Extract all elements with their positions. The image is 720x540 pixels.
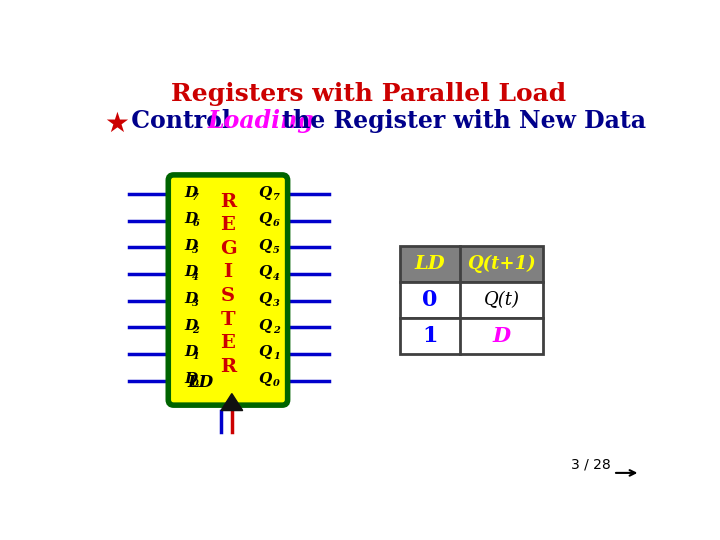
Text: D: D [184,186,198,200]
Text: T: T [220,310,235,328]
Text: Q: Q [258,346,271,359]
Text: Q: Q [258,212,271,226]
Text: 0: 0 [423,289,438,311]
Text: G: G [220,240,236,258]
Text: D: D [184,212,198,226]
Text: Q: Q [258,372,271,386]
Text: 2: 2 [273,326,279,335]
Text: 4: 4 [192,273,199,281]
Text: the Register with New Data: the Register with New Data [274,110,647,133]
Text: 7: 7 [192,193,199,202]
Text: Q: Q [258,186,271,200]
Text: Q: Q [258,239,271,253]
Text: Q: Q [258,319,271,333]
Text: Loading: Loading [208,110,315,133]
Text: D: D [184,239,198,253]
Text: 3 / 28: 3 / 28 [571,457,611,471]
Text: Control: Control [122,110,238,133]
Text: D: D [184,346,198,359]
Text: LD: LD [415,255,446,273]
Text: D: D [184,292,198,306]
FancyBboxPatch shape [168,175,287,405]
Text: 1: 1 [423,325,438,347]
Polygon shape [221,394,243,410]
Text: 6: 6 [192,219,199,228]
Text: Registers with Parallel Load: Registers with Parallel Load [171,82,567,106]
Text: 0: 0 [273,379,279,388]
Text: 5: 5 [192,246,199,255]
Text: D: D [184,266,198,280]
Text: D: D [184,372,198,386]
Text: 5: 5 [273,246,279,255]
Bar [400,318,544,354]
Bar [400,282,544,318]
Text: 3: 3 [273,299,279,308]
Text: E: E [220,217,235,234]
Text: LD: LD [188,374,214,392]
Text: ★: ★ [104,110,129,138]
Text: Q: Q [258,266,271,280]
Text: I: I [223,264,233,281]
Bar [400,246,544,282]
Text: 6: 6 [273,219,279,228]
Text: Q: Q [258,292,271,306]
Text: 1: 1 [273,353,279,361]
Text: 3: 3 [192,299,199,308]
Text: D: D [184,319,198,333]
Text: Q(t): Q(t) [484,291,520,309]
Text: 4: 4 [273,273,279,281]
Text: 2: 2 [192,326,199,335]
Text: D: D [492,326,511,346]
Text: S: S [221,287,235,305]
Text: R: R [220,357,236,376]
Text: 7: 7 [273,193,279,202]
Text: Q(t+1): Q(t+1) [467,255,536,273]
Text: R: R [220,193,236,211]
Text: 0: 0 [192,379,199,388]
Text: 1: 1 [192,353,199,361]
Text: E: E [220,334,235,352]
